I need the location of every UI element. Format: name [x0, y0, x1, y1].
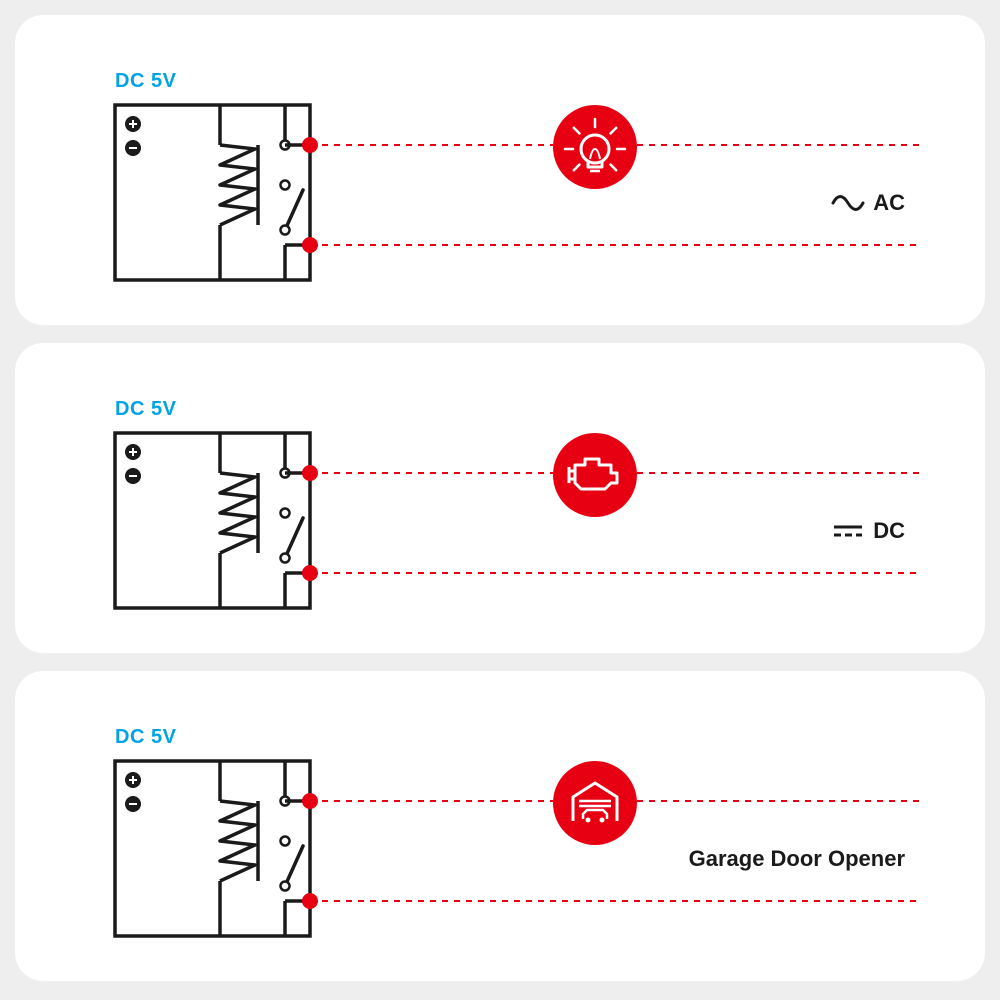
voltage-label: DC 5V — [115, 398, 176, 421]
circuit-card: DC 5V AC — [15, 15, 985, 325]
output-label-text: AC — [873, 190, 905, 216]
relay-circuit-diagram — [15, 343, 985, 653]
output-symbol-icon — [831, 520, 865, 542]
output-type-label: DC — [831, 518, 905, 544]
voltage-label: DC 5V — [115, 726, 176, 749]
output-label-text: DC — [873, 518, 905, 544]
output-type-label: Garage Door Opener — [681, 846, 905, 872]
circuit-card: DC 5V DC — [15, 343, 985, 653]
output-label-text: Garage Door Opener — [689, 846, 905, 872]
relay-circuit-diagram — [15, 671, 985, 981]
circuit-card: DC 5V Garage Door Opener — [15, 671, 985, 981]
output-type-label: AC — [831, 190, 905, 216]
voltage-label: DC 5V — [115, 70, 176, 93]
output-symbol-icon — [831, 192, 865, 214]
relay-circuit-diagram — [15, 15, 985, 325]
